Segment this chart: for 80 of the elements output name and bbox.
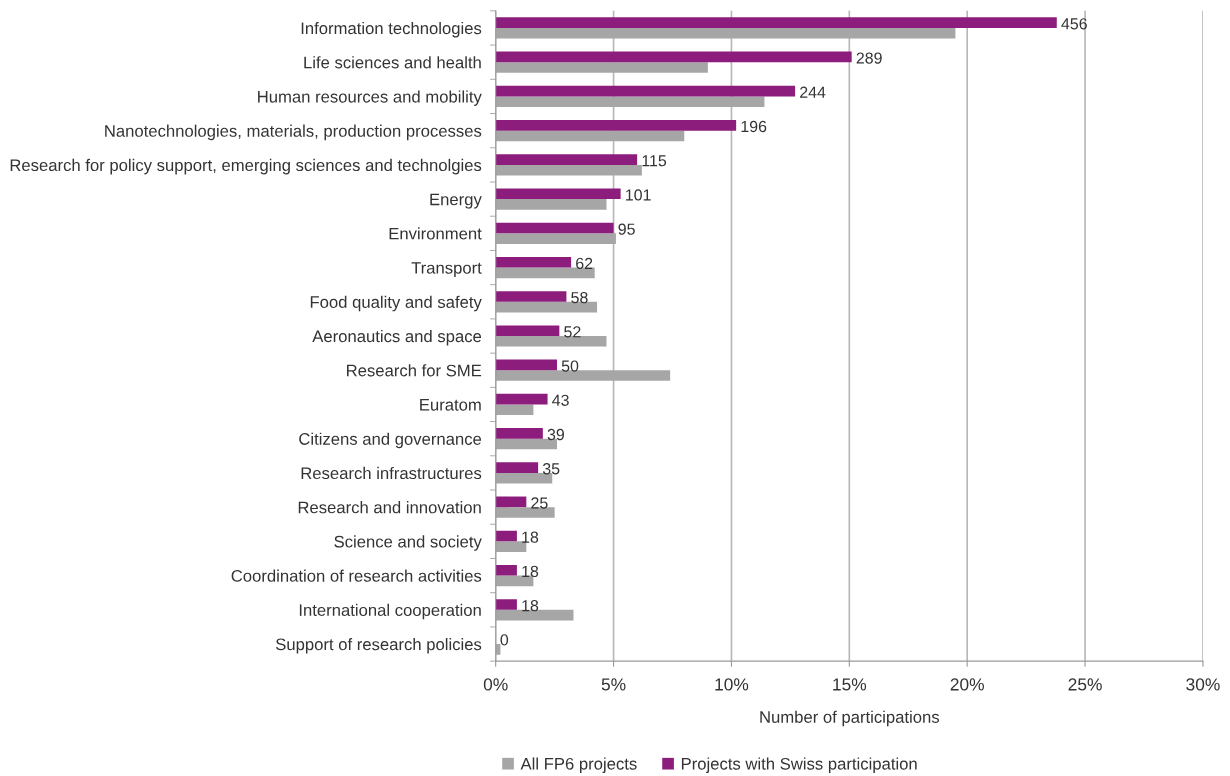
bar (495, 27, 956, 39)
bar (495, 120, 737, 131)
bar (495, 51, 852, 63)
bar (495, 96, 765, 108)
legend-label: All FP6 projects (520, 757, 637, 773)
y-tick-label: Human resources and mobility (258, 90, 482, 106)
annotation: 39 (547, 428, 565, 441)
y-tick-label: Research for SME (347, 364, 482, 377)
bar (495, 325, 560, 337)
bar (495, 199, 607, 210)
annotation: 244 (800, 86, 826, 98)
bar (495, 256, 572, 268)
y-tick-label: Research infrastructures (301, 466, 482, 480)
y-tick-label: Information technologies (301, 21, 482, 38)
bar (495, 393, 548, 405)
annotation: 25 (531, 497, 548, 509)
x-tick-label: 10% (715, 678, 749, 691)
bar (495, 359, 557, 371)
bar (495, 404, 534, 416)
bar (495, 17, 1057, 28)
y-tick-label: Science and society (334, 535, 482, 551)
annotation: 456 (1061, 18, 1087, 30)
y-tick-label: International cooperation (299, 603, 481, 620)
y-tick-label: Citizens and governance (299, 432, 482, 449)
bar (495, 62, 708, 73)
annotation: 62 (576, 257, 593, 270)
x-tick-label: 25% (1068, 678, 1102, 691)
bar (495, 530, 517, 542)
y-tick-label: Environment (389, 227, 482, 240)
bar (495, 496, 527, 508)
bar (495, 233, 616, 244)
x-tick-label: 30% (1186, 678, 1220, 691)
y-tick-label: Euratom (420, 399, 481, 411)
bar (495, 599, 517, 610)
annotation: 95 (618, 223, 635, 235)
x-tick-label: 0% (483, 678, 508, 691)
annotation: 101 (626, 189, 651, 201)
bar (495, 370, 671, 381)
bar (495, 222, 614, 234)
y-tick-label: Research and innovation (298, 501, 481, 514)
y-tick-label: Coordination of research activities (231, 569, 482, 582)
bar (495, 130, 685, 142)
bar (495, 336, 607, 347)
annotation: 52 (564, 326, 581, 338)
annotation: 43 (552, 394, 569, 406)
y-tick-label: Energy (430, 193, 482, 209)
annotation: 18 (522, 599, 539, 612)
x-tick-label: 15% (833, 678, 867, 691)
y-tick-label: Life sciences and health (304, 56, 481, 69)
bar (495, 575, 534, 587)
annotation: 58 (571, 291, 588, 304)
annotation: 18 (522, 531, 539, 543)
annotation: 0 (500, 634, 509, 646)
y-tick-label: Food quality and safety (310, 295, 482, 312)
bar (495, 154, 638, 165)
bar (495, 291, 567, 302)
legend-label: Projects with Swiss participation (681, 757, 917, 773)
bar (495, 428, 543, 439)
annotation: 196 (741, 120, 767, 133)
y-tick-label: Aeronautics and space (312, 329, 482, 346)
bar (495, 462, 539, 473)
bar (495, 188, 621, 200)
y-tick-label: Nanotechnologies, materials, production processes (105, 124, 482, 141)
bar (495, 85, 796, 97)
x-axis-title: Number of participations (760, 710, 940, 727)
annotation: 35 (542, 463, 560, 475)
y-tick-label: Support of research policies (275, 638, 482, 654)
bar (495, 541, 527, 552)
bar (495, 564, 517, 576)
bar (495, 164, 642, 176)
bar (495, 507, 555, 518)
annotation: 115 (642, 155, 667, 167)
y-tick-label: Transport (411, 262, 482, 278)
annotation: 289 (856, 52, 882, 64)
x-tick-label: 20% (950, 678, 984, 691)
annotation: 18 (522, 565, 539, 578)
y-tick-label: Research for policy support, emerging sciences and technolgies (10, 158, 482, 175)
annotation: 50 (561, 360, 579, 372)
bar (495, 267, 595, 279)
x-tick-label: 5% (601, 678, 626, 691)
